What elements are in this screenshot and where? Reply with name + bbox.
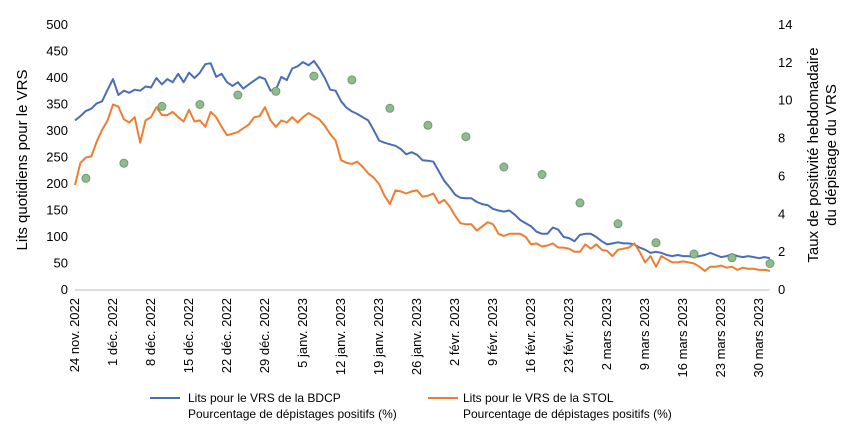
y-left-axis-title: Lits quotidiens pour le VRS xyxy=(14,70,31,251)
x-tick-label: 2 mars 2023 xyxy=(599,298,614,370)
positivity-point xyxy=(157,101,167,111)
y-left-tick-label: 400 xyxy=(46,70,68,85)
left-tick-labels: 0 50 100 150 200 250 300 350 400 450 500 xyxy=(46,17,68,297)
legend: Lits pour le VRS de la BDCP Pourcentage … xyxy=(150,391,672,421)
x-tick-label: 26 janv. 2023 xyxy=(409,298,424,375)
positivity-point xyxy=(727,253,737,263)
legend-label-stol: Lits pour le VRS de la STOL xyxy=(463,391,614,405)
x-tick-label: 2 févr. 2023 xyxy=(447,298,462,366)
y-left-tick-label: 250 xyxy=(46,150,68,165)
y-right-tick-label: 4 xyxy=(778,206,785,221)
positivity-point xyxy=(385,103,395,113)
y-right-tick-label: 14 xyxy=(778,17,792,32)
y-left-tick-label: 300 xyxy=(46,123,68,138)
positivity-point xyxy=(347,75,357,85)
y-left-tick-label: 50 xyxy=(54,256,68,271)
positivity-point xyxy=(195,100,205,109)
x-tick-label: 15 déc. 2022 xyxy=(181,298,196,373)
positivity-point xyxy=(309,71,319,81)
positivity-point xyxy=(689,249,699,259)
x-tick-label: 9 févr. 2023 xyxy=(485,298,500,366)
y-right-tick-label: 10 xyxy=(778,93,792,108)
positivity-point xyxy=(765,259,775,268)
x-tick-label: 23 mars 2023 xyxy=(713,298,728,378)
positivity-point xyxy=(423,120,433,130)
positivity-point xyxy=(575,198,585,208)
x-tick-label: 24 nov. 2022 xyxy=(67,298,82,372)
x-tick-label: 30 mars 2023 xyxy=(751,298,766,378)
x-tick-label: 29 déc. 2022 xyxy=(257,298,272,373)
series-line-bdcp xyxy=(74,60,771,260)
legend-item-bdcp: Lits pour le VRS de la BDCP Pourcentage … xyxy=(150,391,397,421)
x-tick-label: 5 janv. 2023 xyxy=(295,298,310,368)
y-right-axis-title-line1: Taux de positivité hebdomadaire xyxy=(805,47,822,262)
x-tick-labels: 24 nov. 2022 1 déc. 2022 8 déc. 2022 15 déc… xyxy=(67,298,766,378)
y-right-tick-label: 0 xyxy=(778,282,785,297)
positivity-point xyxy=(461,132,471,142)
x-tick-label: 19 janv. 2023 xyxy=(371,298,386,375)
x-tick-label: 23 févr. 2023 xyxy=(561,298,576,373)
x-tick-label: 16 févr. 2023 xyxy=(523,298,538,373)
positivity-point xyxy=(499,162,509,172)
y-left-tick-label: 450 xyxy=(46,44,68,59)
legend-sublabel-bdcp: Pourcentage de dépistages positifs (%) xyxy=(188,407,397,421)
positivity-point xyxy=(537,170,547,179)
positivity-point xyxy=(233,90,243,100)
y-right-tick-label: 2 xyxy=(778,244,785,259)
x-tick-label: 9 mars 2023 xyxy=(637,298,652,370)
series-layer xyxy=(74,60,771,272)
positivity-point xyxy=(271,86,281,96)
legend-item-stol: Lits pour le VRS de la STOL Pourcentage … xyxy=(428,391,672,421)
legend-label-bdcp: Lits pour le VRS de la BDCP xyxy=(188,391,341,405)
x-tick-label: 1 déc. 2022 xyxy=(105,298,120,366)
series-line-stol xyxy=(74,103,771,272)
y-left-tick-label: 500 xyxy=(46,17,68,32)
legend-sublabel-stol: Pourcentage de dépistages positifs (%) xyxy=(463,407,672,421)
x-tick-label: 22 déc. 2022 xyxy=(219,298,234,373)
y-right-tick-label: 8 xyxy=(778,131,785,146)
y-right-tick-label: 12 xyxy=(778,55,792,70)
positivity-point xyxy=(81,173,91,183)
positivity-point xyxy=(651,238,661,248)
y-right-axis-title-line2: du dépistage du VRS xyxy=(823,84,840,226)
positivity-point xyxy=(119,158,129,168)
y-left-tick-label: 150 xyxy=(46,203,68,218)
positivity-points xyxy=(81,71,775,268)
y-left-tick-label: 200 xyxy=(46,176,68,191)
x-tick-label: 16 mars 2023 xyxy=(675,298,690,378)
right-tick-labels: 0 2 4 6 8 10 12 14 xyxy=(778,17,792,297)
y-left-tick-label: 100 xyxy=(46,229,68,244)
y-left-tick-label: 0 xyxy=(61,282,68,297)
x-tick-label: 8 déc. 2022 xyxy=(143,298,158,366)
x-tick-label: 12 janv. 2023 xyxy=(333,298,348,375)
y-right-tick-label: 6 xyxy=(778,168,785,183)
y-left-tick-label: 350 xyxy=(46,97,68,112)
positivity-point xyxy=(613,219,623,229)
